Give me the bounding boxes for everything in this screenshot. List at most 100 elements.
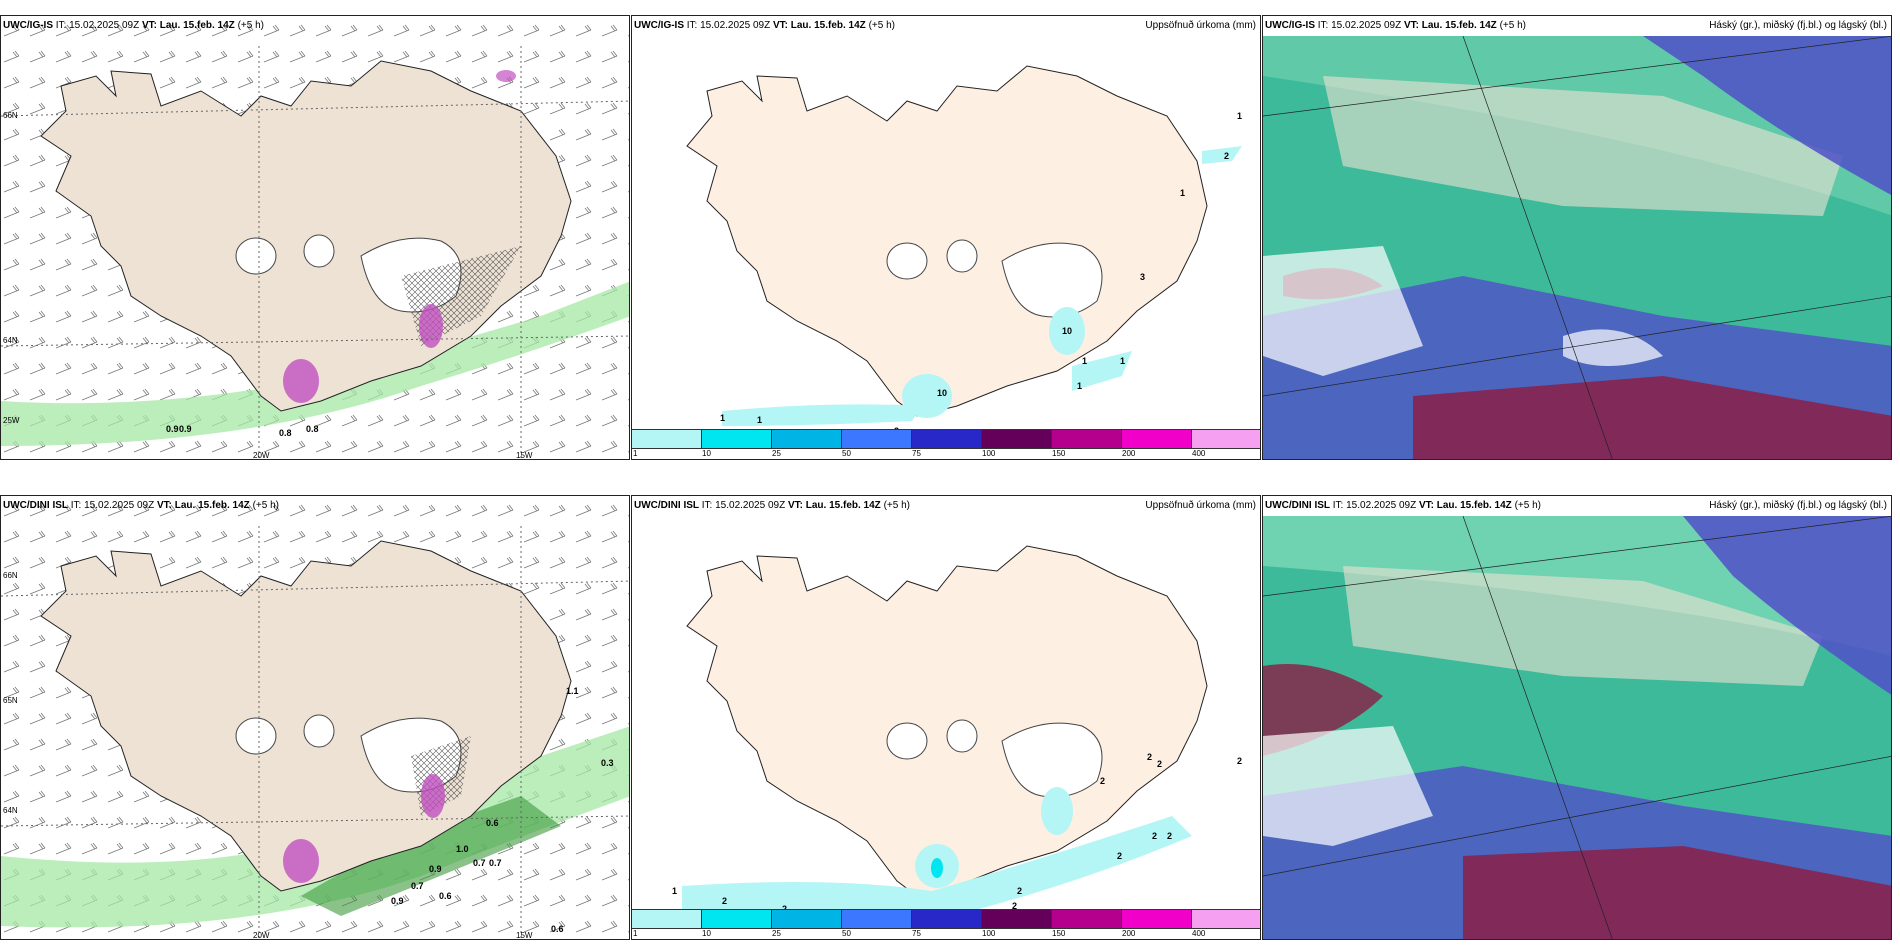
precip-value: 2	[1012, 901, 1018, 911]
lat-tick-66n: 66N	[3, 111, 18, 120]
precip-value: 1	[672, 886, 678, 896]
lead-time: (+5 h)	[252, 500, 279, 511]
colorbar-labels: 1 10 25 50 75 100 150 200 400	[632, 449, 1260, 459]
wind-precip-map	[1, 16, 629, 459]
colorbar-swatch	[1192, 430, 1260, 448]
precip-value: 1	[720, 413, 726, 423]
vt-label: VT:	[1403, 20, 1419, 31]
accumulated-precip-map	[686, 65, 1242, 426]
colorbar-swatch	[982, 430, 1052, 448]
colorbar-swatch	[912, 910, 982, 928]
cb-label: 75	[912, 929, 921, 938]
colorbar-swatch	[842, 910, 912, 928]
cb-label: 50	[842, 929, 851, 938]
cb-label: 150	[1052, 449, 1066, 458]
precip-value: 10	[937, 388, 948, 398]
precip-colorbar	[632, 909, 1260, 929]
model-name: UWC/DINI ISL	[634, 500, 699, 511]
colorbar-swatch	[982, 910, 1052, 928]
panel-row2-clouds: UWC/DINI ISL IT: 15.02.2025 09Z VT: Lau.…	[1262, 495, 1892, 940]
cb-label: 1	[633, 449, 638, 458]
init-time: IT: 15.02.2025 09Z	[1332, 500, 1417, 511]
colorbar-swatch	[632, 910, 702, 928]
vt-label: VT:	[772, 20, 788, 31]
colorbar-swatch	[702, 910, 772, 928]
lon-tick-15w: 15W	[516, 931, 533, 940]
cb-label: 10	[702, 929, 711, 938]
lead-time: (+5 h)	[868, 20, 895, 31]
panel-row2-wind: UWC/DINI ISL IT: 15.02.2025 09Z VT: Lau.…	[0, 495, 630, 940]
precip-value: 1	[1120, 356, 1126, 366]
colorbar-swatch	[772, 430, 842, 448]
vt-label: VT:	[1418, 500, 1434, 511]
lon-tick-20w: 20W	[253, 451, 270, 460]
precip-value: 0.9	[391, 896, 404, 906]
precip-value: 0.7	[411, 881, 424, 891]
cb-label: 25	[772, 449, 781, 458]
cb-label: 1	[633, 929, 638, 938]
precip-value: 0.6	[486, 818, 499, 828]
precip-value: 0.9	[429, 864, 442, 874]
cb-label: 100	[982, 929, 996, 938]
precip-value: 0.9	[179, 424, 192, 434]
precip-value: 2	[1147, 752, 1153, 762]
precip-value: 2	[1167, 831, 1173, 841]
lon-tick-20w: 20W	[253, 931, 270, 940]
lon-tick-15w: 15W	[516, 451, 533, 460]
lat-tick-64n: 64N	[3, 806, 18, 815]
cb-label: 400	[1192, 929, 1206, 938]
precip-value: 1.0	[456, 844, 469, 854]
precip-value: 2	[1117, 851, 1123, 861]
model-name: UWC/DINI ISL	[3, 500, 68, 511]
colorbar-swatch	[632, 430, 702, 448]
init-time: IT: 15.02.2025 09Z	[701, 500, 786, 511]
lead-time: (+5 h)	[883, 500, 910, 511]
precip-value: 3	[1140, 272, 1146, 282]
valid-time: Lau. 15.feb. 14Z	[1436, 500, 1512, 511]
precip-value: 1	[1237, 111, 1243, 121]
precip-value: 0.8	[279, 428, 292, 438]
precip-value: 1	[1180, 188, 1186, 198]
panel-header: UWC/DINI ISL IT: 15.02.2025 09Z VT: Lau.…	[3, 500, 303, 512]
vt-label: VT:	[787, 500, 803, 511]
cb-label: 100	[982, 449, 996, 458]
colorbar-swatch	[1192, 910, 1260, 928]
cloud-cover-map	[1263, 35, 1891, 459]
init-time: IT: 15.02.2025 09Z	[686, 20, 771, 31]
precip-value: 0.7	[473, 858, 486, 868]
valid-time: Lau. 15.feb. 14Z	[1421, 20, 1497, 31]
accumulated-precip-map	[682, 545, 1208, 918]
panel-title: Uppsöfnuð úrkoma (mm)	[1145, 500, 1256, 511]
colorbar-swatch	[912, 430, 982, 448]
precip-value: 0.3	[601, 758, 614, 768]
colorbar-swatch	[842, 430, 912, 448]
cb-label: 200	[1122, 449, 1136, 458]
precip-value: 2	[722, 896, 728, 906]
precip-value: 2	[1152, 831, 1158, 841]
valid-time: Lau. 15.feb. 14Z	[805, 500, 881, 511]
precip-value: 0.6	[551, 924, 564, 934]
init-time: IT: 15.02.2025 09Z	[70, 500, 155, 511]
colorbar-swatch	[1052, 430, 1122, 448]
panel-row1-wind: UWC/IG-IS IT: 15.02.2025 09Z VT: Lau. 15…	[0, 15, 630, 460]
panel-header: UWC/IG-IS IT: 15.02.2025 09Z VT: Lau. 15…	[3, 20, 264, 32]
panel-header: UWC/IG-IS IT: 15.02.2025 09Z VT: Lau. 15…	[634, 20, 895, 32]
colorbar-swatch	[1122, 910, 1192, 928]
cloud-cover-map	[1263, 515, 1891, 939]
cb-label: 200	[1122, 929, 1136, 938]
precip-value: 2	[1157, 759, 1163, 769]
precip-value: 1	[757, 415, 763, 425]
colorbar-swatch	[1052, 910, 1122, 928]
precip-value: 1	[1082, 356, 1088, 366]
colorbar-labels: 1 10 25 50 75 100 150 200 400	[632, 929, 1260, 939]
lead-time: (+5 h)	[237, 20, 264, 31]
precip-value: 2	[1017, 886, 1023, 896]
lat-tick-64n: 64N	[3, 336, 18, 345]
init-time: IT: 15.02.2025 09Z	[1317, 20, 1402, 31]
lead-time: (+5 h)	[1499, 20, 1526, 31]
precip-colorbar	[632, 429, 1260, 449]
cb-label: 150	[1052, 929, 1066, 938]
precip-value: 1.1	[566, 686, 579, 696]
model-name: UWC/IG-IS	[1265, 20, 1315, 31]
cb-label: 75	[912, 449, 921, 458]
